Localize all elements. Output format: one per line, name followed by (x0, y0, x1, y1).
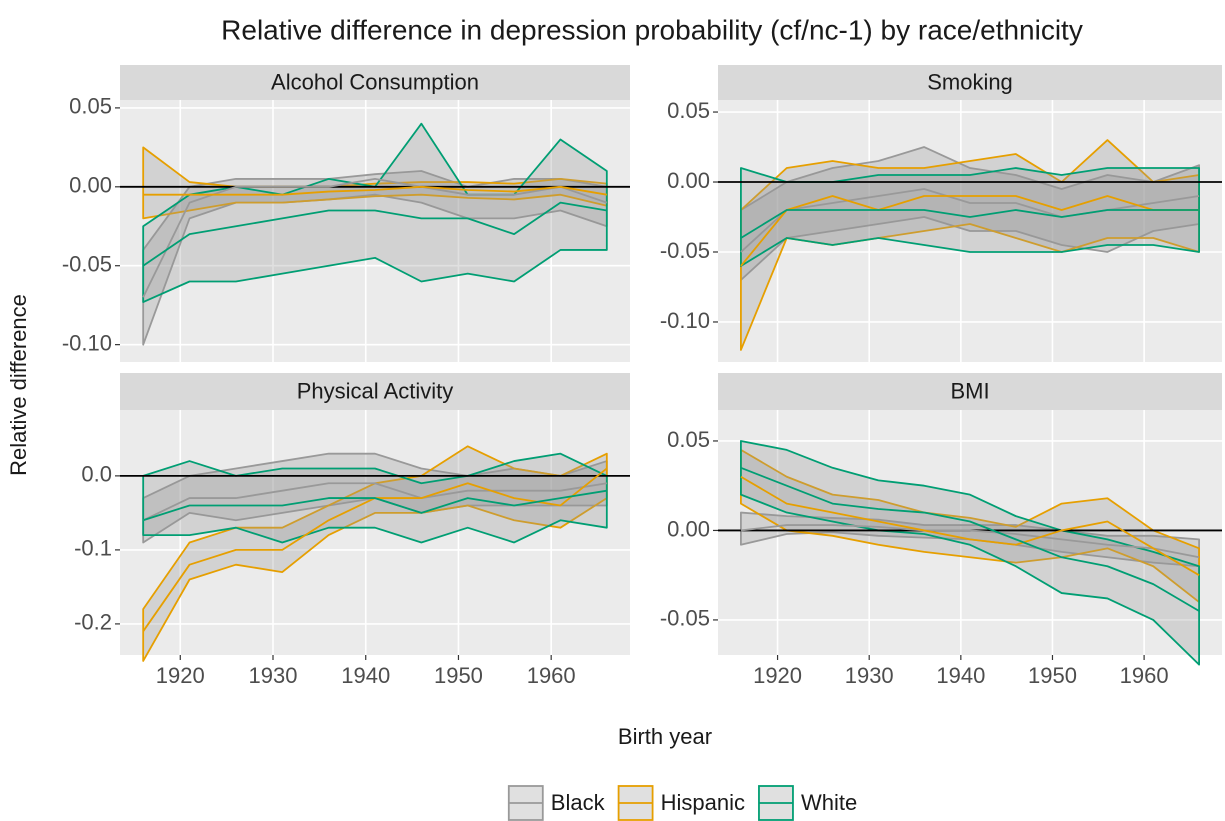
x-tick-label: 1930 (249, 663, 298, 688)
line (740, 475, 1200, 576)
x-axis-label: Birth year (618, 724, 712, 749)
legend-key (758, 785, 794, 821)
legend-label: White (801, 790, 857, 815)
y-tick-label: -0.05 (660, 238, 710, 263)
line (142, 482, 607, 522)
strip-background (718, 373, 1222, 410)
line (142, 489, 607, 522)
ribbon (142, 122, 608, 303)
strip-background (120, 373, 630, 410)
legend-label: Hispanic (661, 790, 745, 815)
line (740, 209, 1200, 239)
x-tick-label: 1960 (1120, 663, 1169, 688)
line (143, 185, 607, 196)
panel-title: Smoking (927, 69, 1013, 94)
x-tick-label: 1940 (341, 663, 390, 688)
x-tick-label: 1920 (156, 663, 205, 688)
line (142, 201, 607, 267)
strip-background (718, 65, 1222, 100)
y-tick-label: 0.05 (667, 427, 710, 452)
panel: Physical Activity 0.0 -0.1 -0.2 1920 1930 1940… (74, 373, 630, 688)
line (740, 466, 1200, 612)
panel-title: BMI (950, 378, 989, 403)
line (740, 524, 1200, 559)
y-tick-label: -0.05 (62, 252, 112, 277)
x-tick-label: 1960 (527, 663, 576, 688)
legend-key (507, 785, 544, 821)
y-tick-label: 0.00 (69, 173, 112, 198)
legend-label: Black (551, 790, 606, 815)
y-axis-label: Relative difference (6, 294, 31, 476)
y-tick-label: -0.10 (62, 330, 112, 355)
line (740, 188, 1200, 253)
x-tick-label: 1920 (753, 663, 802, 688)
line (142, 178, 608, 298)
chart-title: Relative difference in depression probab… (221, 14, 1083, 45)
y-tick-label: -0.05 (660, 606, 710, 631)
panel: Alcohol Consumption 0.05 0.00 -0.05 -0.10 (62, 65, 630, 362)
strip-background (120, 65, 630, 100)
ribbon (740, 440, 1200, 666)
panel-title: Physical Activity (297, 378, 454, 403)
line (740, 195, 1200, 267)
y-tick-label: 0.00 (667, 168, 710, 193)
x-tick-label: 1950 (1028, 663, 1077, 688)
y-tick-label: 0.05 (69, 94, 112, 119)
y-tick-label: -0.1 (74, 536, 112, 561)
y-tick-label: 0.05 (667, 98, 710, 123)
y-tick-label: 0.0 (81, 462, 112, 487)
panel: BMI 0.05 0.00 -0.05 1920 1930 1940 1950 1960 (660, 373, 1222, 688)
y-tick-label: -0.10 (660, 308, 710, 333)
x-tick-label: 1950 (434, 663, 483, 688)
y-tick-label: -0.2 (74, 610, 112, 635)
panel: Smoking 0.05 0.00 -0.05 -0.10 (660, 65, 1222, 362)
legend: Black Hispanic White (507, 785, 857, 821)
x-tick-label: 1940 (936, 663, 985, 688)
y-tick-label: 0.00 (667, 516, 710, 541)
x-tick-label: 1930 (845, 663, 894, 688)
legend-key (617, 785, 654, 821)
panel-title: Alcohol Consumption (271, 69, 479, 94)
